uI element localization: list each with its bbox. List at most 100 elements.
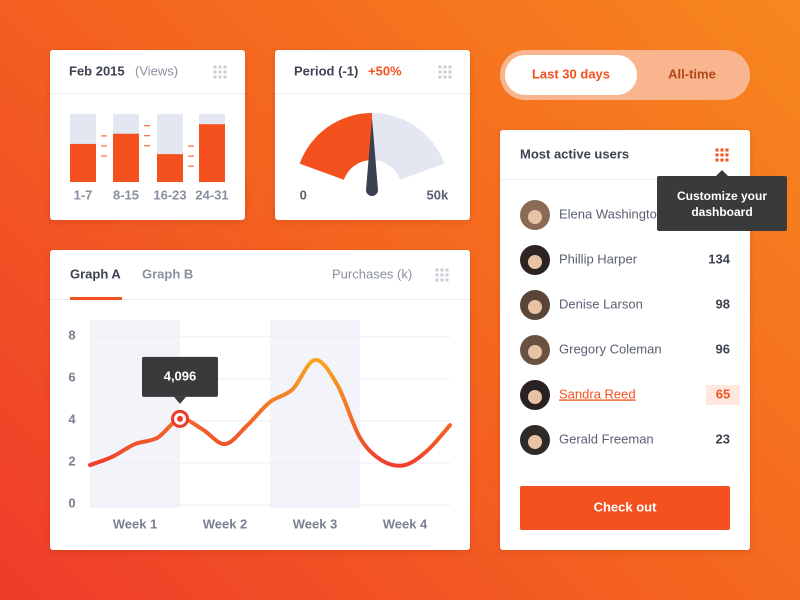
grid-icon-dot <box>435 268 439 272</box>
avatar-face <box>528 435 542 449</box>
annotation: +50% <box>368 63 402 78</box>
tab[interactable]: Graph B <box>142 266 193 281</box>
toggle-active[interactable] <box>505 55 637 95</box>
grid-icon-dot <box>720 153 724 157</box>
user-value: 98 <box>716 296 730 311</box>
gauge-tick-label: 50k <box>427 187 449 202</box>
y-tick-label: 2 <box>68 453 75 468</box>
grid-icon-dot <box>443 75 447 79</box>
grid-icon-dot <box>438 70 442 74</box>
y-tick-label: 0 <box>68 495 75 510</box>
grid-icon-dot <box>725 158 729 162</box>
x-tick-label: Week 2 <box>203 516 248 531</box>
grid-icon-dot <box>440 268 444 272</box>
grid-icon-dot <box>218 70 222 74</box>
gauge-tick-label: 0 <box>300 187 307 202</box>
x-tick-label: 1-7 <box>74 187 93 202</box>
avatar-face <box>528 255 542 269</box>
grid-icon-dot <box>443 65 447 69</box>
button-label[interactable]: Check out <box>594 499 658 514</box>
user-name: Elena Washington <box>559 206 664 221</box>
chart-title: Purchases (k) <box>332 266 412 281</box>
y-tick-label: 6 <box>68 369 75 384</box>
user-value: 65 <box>716 386 730 401</box>
x-tick-label: 16-23 <box>153 187 186 202</box>
grid-icon-dot <box>445 273 449 277</box>
bar <box>113 133 139 182</box>
gauge-fill <box>299 113 372 180</box>
grid-icon-dot <box>720 158 724 162</box>
grid-icon-dot <box>435 278 439 282</box>
avatar-face <box>528 210 542 224</box>
grid-icon-dot <box>715 148 719 152</box>
views-card: Feb 2015 (Views) 1-7 8-15 16-23 24-31 <box>69 63 229 202</box>
x-tick-label: 24-31 <box>195 187 228 202</box>
user-name: Gerald Freeman <box>559 431 654 446</box>
grid-icon-dot <box>725 148 729 152</box>
x-tick-label: Week 4 <box>383 516 428 531</box>
users-card: Most active users Check out Elena Washin… <box>520 146 740 530</box>
y-tick-label: 4 <box>68 411 76 426</box>
user-name: Gregory Coleman <box>559 341 662 356</box>
x-tick-label: Week 1 <box>113 516 158 531</box>
grid-icon-dot <box>440 273 444 277</box>
grid-icon-dot <box>445 278 449 282</box>
grid-icon-dot <box>448 65 452 69</box>
bar <box>199 124 225 182</box>
card-subtitle: (Views) <box>135 63 178 78</box>
user-value: 96 <box>716 341 730 356</box>
grid-icon-dot <box>435 273 439 277</box>
grid-icon-dot <box>445 268 449 272</box>
value-tooltip-arrow <box>174 396 186 404</box>
avatar-face <box>528 300 542 314</box>
button[interactable] <box>520 486 730 530</box>
grid-icon-dot <box>218 65 222 69</box>
value-highlight <box>706 385 740 405</box>
grid-icon-dot <box>440 278 444 282</box>
bar <box>70 143 96 182</box>
card-title: Most active users <box>520 146 629 161</box>
grid-icon-dot <box>443 70 447 74</box>
user-value: 134 <box>708 251 730 266</box>
avatar-face <box>528 345 542 359</box>
grid-icon-dot <box>213 75 217 79</box>
tooltip: Customize your dashboard <box>657 170 787 231</box>
grid-icon-dot <box>438 65 442 69</box>
toggle-option[interactable]: All-time <box>668 66 716 81</box>
toggle-option[interactable]: Last 30 days <box>532 66 610 81</box>
grid-icon-dot <box>213 70 217 74</box>
grid-icon-dot <box>715 158 719 162</box>
period-card: Period (-1) +50% 0 50k <box>294 63 449 202</box>
band <box>90 320 180 508</box>
bar <box>157 154 183 182</box>
point-center <box>177 415 183 422</box>
x-tick-label: Week 3 <box>293 516 338 531</box>
grid-icon-dot <box>725 153 729 157</box>
user-name: Phillip Harper <box>559 251 638 266</box>
user-name: Sandra Reed <box>559 386 636 401</box>
line <box>88 357 452 468</box>
y-tick-label: 8 <box>68 327 75 342</box>
grid-icon-dot <box>223 70 227 74</box>
grid-icon-dot <box>720 148 724 152</box>
grid-icon-dot <box>213 65 217 69</box>
grid-icon-dot <box>218 75 222 79</box>
card-title: Period (-1) <box>294 63 358 78</box>
gauge-needle <box>366 118 378 196</box>
card <box>500 130 750 550</box>
avatar-face <box>528 390 542 404</box>
value-label: 4,096 <box>164 368 197 383</box>
tab[interactable]: Graph A <box>70 266 121 281</box>
card-title: Feb 2015 <box>69 63 125 78</box>
grid-icon-dot <box>715 153 719 157</box>
band <box>270 320 360 508</box>
user-name: Denise Larson <box>559 296 643 311</box>
grid-icon-dot <box>438 75 442 79</box>
value-tooltip <box>142 356 218 397</box>
grid-icon-dot <box>223 65 227 69</box>
grid-icon-dot <box>223 75 227 79</box>
user-value: 23 <box>716 431 730 446</box>
x-tick-label: 8-15 <box>113 187 139 202</box>
